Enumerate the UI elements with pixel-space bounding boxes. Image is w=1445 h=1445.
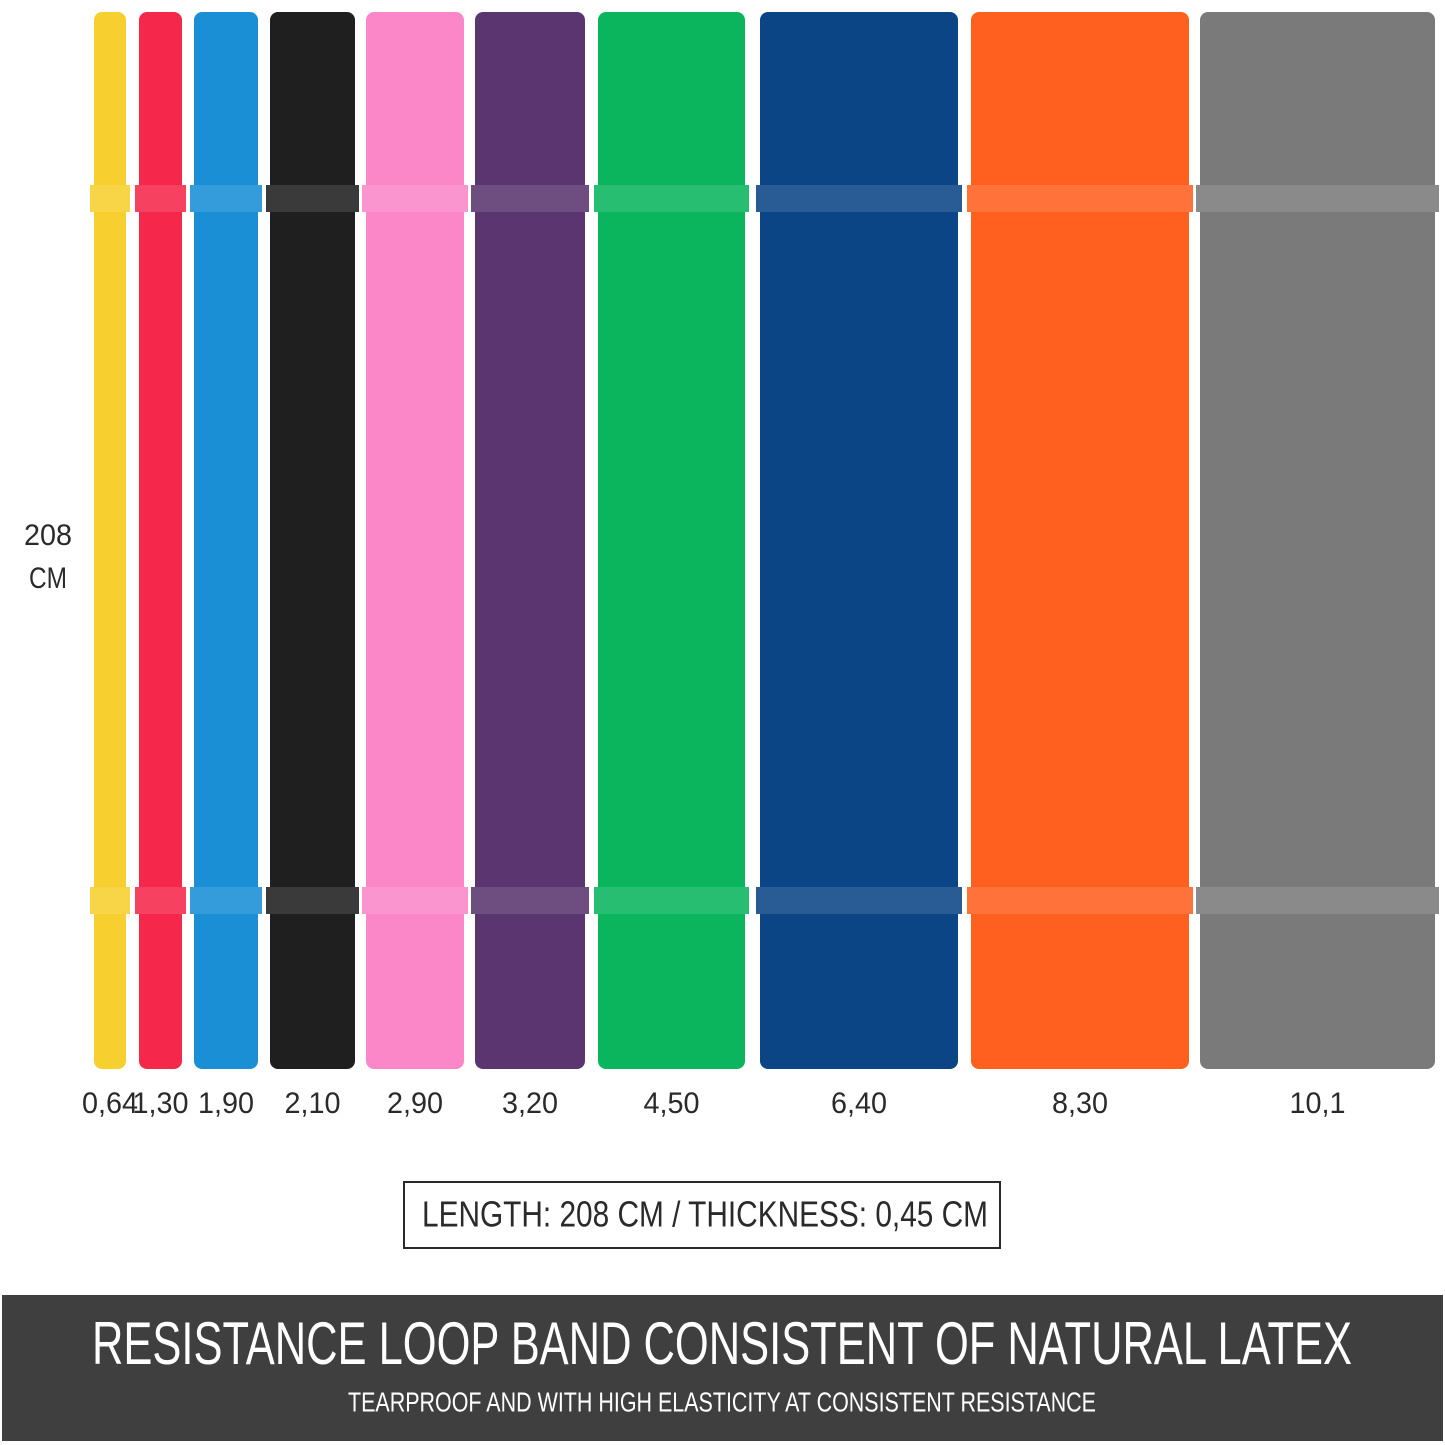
band-label: 1,90 [198, 1087, 254, 1120]
bands: 0,641,30 1,90 2,10 2,90 3,20 4,50 6,40 8,30 10,1 [82, 12, 1439, 1120]
band-clip [190, 185, 262, 212]
band-clip [362, 887, 468, 914]
band-clip-shade [266, 887, 359, 914]
band [971, 12, 1189, 1069]
band-label: 1,30 [133, 1087, 189, 1120]
band-clip [90, 185, 130, 212]
side-label: CM [29, 562, 67, 595]
band-clip [135, 185, 186, 212]
band-clip-shade [190, 185, 262, 212]
band-clip-shade [967, 185, 1193, 212]
footer-bar [2, 1295, 1443, 1441]
band-clip [594, 887, 749, 914]
band-clip [471, 185, 589, 212]
side-label: 208 [24, 519, 72, 552]
band-label: 0,64 [82, 1087, 138, 1120]
band-clip [967, 887, 1193, 914]
band-clip-shade [266, 185, 359, 212]
band-clip [266, 887, 359, 914]
band [270, 12, 355, 1069]
band-clip [90, 887, 130, 914]
band-clip-shade [135, 185, 186, 212]
band-clip-shade [190, 887, 262, 914]
band-clip-shade [594, 887, 749, 914]
band-clip [135, 887, 186, 914]
band-label: 3,20 [502, 1087, 558, 1120]
footer-subtitle: TEARPROOF AND WITH HIGH ELASTICITY AT CO… [348, 1386, 1096, 1417]
band-clip-shade [1196, 887, 1439, 914]
band [475, 12, 585, 1069]
spec-box [403, 1181, 1001, 1249]
band [366, 12, 464, 1069]
spec-text: LENGTH: 208 CM / THICKNESS: 0,45 CM [422, 1194, 988, 1235]
band-clip [756, 185, 962, 212]
band-clip-shade [756, 887, 962, 914]
band-clip [1196, 185, 1439, 212]
band-label: 10,1 [1290, 1087, 1346, 1120]
band [139, 12, 182, 1069]
band-clip-shade [756, 185, 962, 212]
band-clip [967, 185, 1193, 212]
band-clip-shade [135, 887, 186, 914]
band-clip [756, 887, 962, 914]
band-label: 6,40 [831, 1087, 887, 1120]
band [598, 12, 745, 1069]
band-clip [266, 185, 359, 212]
band-clip-shade [967, 887, 1193, 914]
band-clip-shade [362, 887, 468, 914]
band [194, 12, 258, 1069]
band-clip-shade [471, 887, 589, 914]
band-label: 8,30 [1052, 1087, 1108, 1120]
band-clip-shade [594, 185, 749, 212]
band-clip [362, 185, 468, 212]
band-label: 4,50 [644, 1087, 700, 1120]
band-clip-shade [471, 185, 589, 212]
band-clip-shade [1196, 185, 1439, 212]
band-label: 2,90 [387, 1087, 443, 1120]
band [760, 12, 958, 1069]
band-label: 2,10 [285, 1087, 341, 1120]
band [94, 12, 126, 1069]
band-clip-shade [362, 185, 468, 212]
band-clip-shade [90, 185, 130, 212]
band [1200, 12, 1435, 1069]
footer-title: RESISTANCE LOOP BAND CONSISTENT OF NATUR… [92, 1310, 1352, 1377]
band-clip [471, 887, 589, 914]
band-clip [594, 185, 749, 212]
band-clip-shade [90, 887, 130, 914]
band-clip [1196, 887, 1439, 914]
band-clip [190, 887, 262, 914]
